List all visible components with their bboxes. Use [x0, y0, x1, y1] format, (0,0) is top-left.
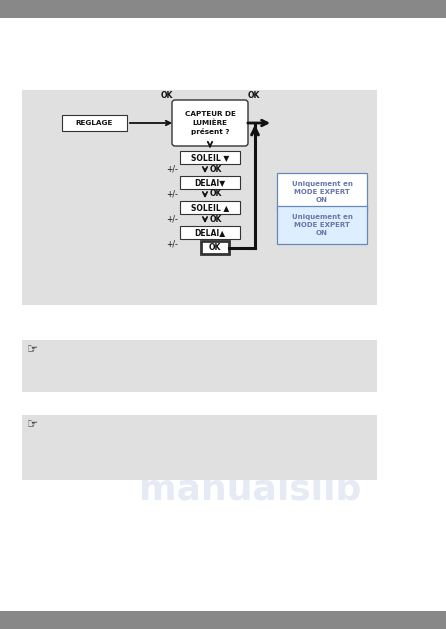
- Bar: [0, 611, 446, 629]
- Bar: [22, 340, 377, 392]
- FancyBboxPatch shape: [180, 226, 240, 239]
- Text: +/-: +/-: [166, 165, 178, 174]
- Text: DELAI▼: DELAI▼: [194, 178, 226, 187]
- FancyBboxPatch shape: [277, 173, 367, 211]
- Text: manualslib: manualslib: [139, 473, 361, 507]
- FancyBboxPatch shape: [62, 115, 127, 131]
- Text: +/-: +/-: [166, 240, 178, 248]
- FancyBboxPatch shape: [180, 176, 240, 189]
- FancyBboxPatch shape: [201, 241, 229, 254]
- Text: CAPTEUR DE
LUMIÈRE
présent ?: CAPTEUR DE LUMIÈRE présent ?: [185, 111, 235, 135]
- Text: ☞: ☞: [26, 343, 37, 357]
- Text: OK: OK: [210, 165, 223, 174]
- Text: +/-: +/-: [166, 189, 178, 199]
- Text: DELAI▲: DELAI▲: [194, 228, 226, 237]
- Bar: [22, 90, 377, 305]
- Text: OK: OK: [210, 189, 223, 199]
- Text: SOLEIL ▲: SOLEIL ▲: [191, 203, 229, 212]
- FancyBboxPatch shape: [180, 151, 240, 164]
- FancyBboxPatch shape: [277, 206, 367, 244]
- Bar: [22, 415, 377, 480]
- FancyBboxPatch shape: [180, 201, 240, 214]
- Text: OK: OK: [209, 243, 221, 252]
- Text: Uniquement en
MODE EXPERT
ON: Uniquement en MODE EXPERT ON: [292, 181, 352, 203]
- Text: OK: OK: [210, 214, 223, 223]
- Bar: [0, 0, 446, 18]
- Text: OK: OK: [248, 91, 260, 100]
- Text: Uniquement en
MODE EXPERT
ON: Uniquement en MODE EXPERT ON: [292, 214, 352, 236]
- FancyBboxPatch shape: [172, 100, 248, 146]
- Text: ☞: ☞: [26, 418, 37, 431]
- Text: SOLEIL ▼: SOLEIL ▼: [191, 153, 229, 162]
- Text: OK: OK: [161, 91, 173, 100]
- Text: +/-: +/-: [166, 214, 178, 223]
- Text: REGLAGE: REGLAGE: [76, 120, 113, 126]
